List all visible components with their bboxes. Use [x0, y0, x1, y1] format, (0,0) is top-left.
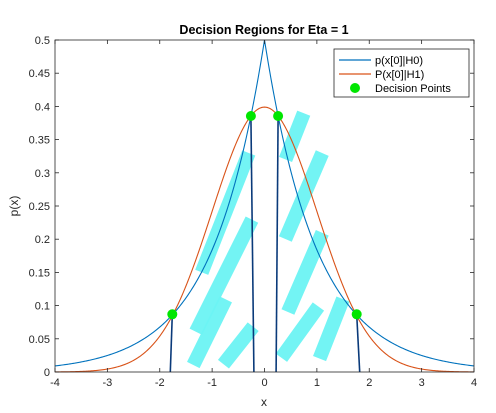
chart-title: Decision Regions for Eta = 1 — [179, 23, 348, 37]
x-axis-label: x — [261, 395, 267, 409]
y-tick-label: 0.45 — [29, 68, 50, 80]
decision-boundary-line — [275, 115, 279, 373]
decision-boundary-line — [355, 314, 361, 373]
legend-label-h0: p(x[0]|H0) — [375, 55, 423, 67]
x-tick-label: 3 — [419, 377, 425, 389]
legend-label-h1: P(x[0]|H1) — [375, 69, 424, 81]
decision-point — [167, 309, 178, 320]
y-tick-label: 0.25 — [29, 201, 50, 213]
x-tick-label: 4 — [471, 377, 477, 389]
x-tick-label: -4 — [50, 377, 60, 389]
hatch-stroke — [278, 150, 329, 242]
decision-point — [245, 111, 256, 121]
decision-point — [351, 309, 362, 320]
y-tick-label: 0.3 — [35, 168, 50, 180]
boundary-layer — [169, 115, 361, 373]
points-layer — [167, 111, 362, 320]
hatch-layer — [187, 110, 350, 369]
x-tick-label: 0 — [261, 377, 267, 389]
hatch-stroke — [281, 229, 329, 315]
y-tick-label: 0.35 — [29, 135, 50, 147]
legend: p(x[0]|H0) P(x[0]|H1) Decision Points — [333, 48, 470, 98]
x-tick-label: 2 — [366, 377, 372, 389]
x-tick-label: -3 — [102, 377, 112, 389]
y-tick-label: 0.15 — [29, 267, 50, 279]
y-tick-label: 0.1 — [35, 301, 50, 313]
x-tick-label: 1 — [314, 377, 320, 389]
y-tick-label: 0.5 — [35, 35, 50, 47]
y-tick-label: 0 — [44, 367, 50, 379]
y-tick-label: 0.4 — [35, 101, 50, 113]
ticks-layer: -4 -3 -2 -1 0 1 2 3 4 0 0.05 0.1 0.15 0.2 0.25 0.3 0.35 0… — [29, 35, 477, 389]
decision-boundary-line — [169, 314, 174, 373]
legend-label-decision: Decision Points — [375, 83, 451, 95]
hatch-stroke — [313, 296, 350, 362]
hatch-stroke — [217, 322, 259, 369]
x-tick-label: -1 — [207, 377, 217, 389]
decision-boundary-line — [250, 115, 255, 373]
y-axis-label: p(x) — [7, 196, 21, 217]
hatch-stroke — [275, 302, 325, 362]
y-tick-label: 0.05 — [29, 334, 50, 346]
legend-swatch-decision — [350, 83, 360, 93]
hatch-stroke — [189, 216, 259, 335]
decision-point — [273, 111, 284, 121]
hatch-stroke — [187, 296, 232, 369]
x-tick-label: -2 — [155, 377, 165, 389]
y-tick-label: 0.2 — [35, 234, 50, 246]
hatch-stroke — [279, 110, 311, 162]
hatch-stroke — [195, 150, 256, 275]
series-line-h1 — [54, 106, 475, 373]
